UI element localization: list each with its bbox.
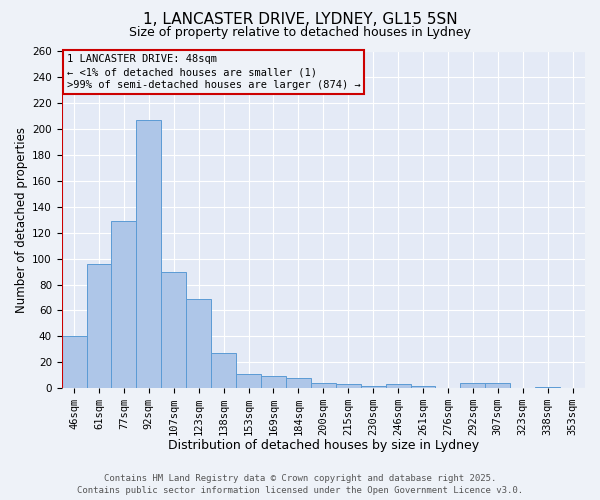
Bar: [161, 272, 186, 388]
Bar: [311, 383, 336, 388]
Bar: [410, 386, 436, 388]
Text: 1, LANCASTER DRIVE, LYDNEY, GL15 5SN: 1, LANCASTER DRIVE, LYDNEY, GL15 5SN: [143, 12, 457, 28]
X-axis label: Distribution of detached houses by size in Lydney: Distribution of detached houses by size …: [168, 440, 479, 452]
Bar: [535, 387, 560, 388]
Bar: [286, 378, 311, 388]
Bar: [112, 221, 136, 388]
Bar: [485, 383, 510, 388]
Bar: [336, 384, 361, 388]
Bar: [62, 336, 86, 388]
Bar: [136, 120, 161, 388]
Bar: [211, 353, 236, 388]
Bar: [386, 384, 410, 388]
Bar: [261, 376, 286, 388]
Bar: [460, 383, 485, 388]
Text: Size of property relative to detached houses in Lydney: Size of property relative to detached ho…: [129, 26, 471, 39]
Bar: [361, 386, 386, 388]
Text: Contains HM Land Registry data © Crown copyright and database right 2025.
Contai: Contains HM Land Registry data © Crown c…: [77, 474, 523, 495]
Y-axis label: Number of detached properties: Number of detached properties: [15, 127, 28, 313]
Text: 1 LANCASTER DRIVE: 48sqm
← <1% of detached houses are smaller (1)
>99% of semi-d: 1 LANCASTER DRIVE: 48sqm ← <1% of detach…: [67, 54, 361, 90]
Bar: [86, 264, 112, 388]
Bar: [186, 299, 211, 388]
Bar: [236, 374, 261, 388]
